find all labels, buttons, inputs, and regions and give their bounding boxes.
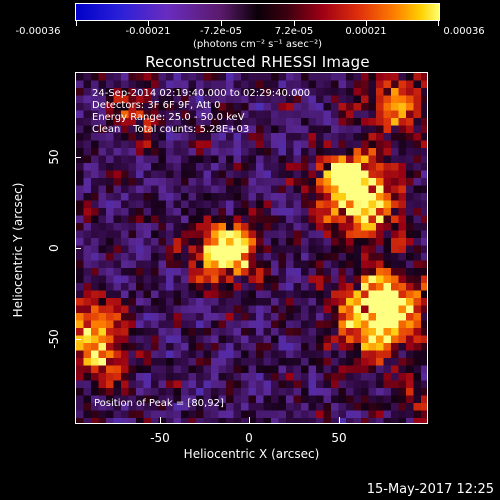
time-range: 24-Sep-2014 02:19:40.000 to 02:29:40.000 [92,88,311,99]
x-tick-label: 0 [245,431,253,445]
y-tick-label: -50 [47,329,61,349]
colorbar-tick [438,21,439,26]
detectors: Detectors: 3F 6F 9F, Att 0 [92,100,221,111]
colorbar-tick [76,21,77,26]
colorbar-tick-label: 7.2e-05 [274,26,314,37]
x-tick-label: -50 [150,431,170,445]
colorbar-tick [148,21,149,26]
y-tick [75,339,81,340]
colorbar-units: (photons cm⁻² s⁻¹ asec⁻²) [192,39,323,50]
peak-position: Position of Peak = [80,92] [94,398,224,409]
image-plot [75,72,428,424]
clean-total-counts: Clean Total counts: 5.28E+03 [92,124,250,135]
colorbar-tick [221,21,222,26]
y-tick [75,248,81,249]
y-axis-label: Heliocentric Y (arcsec) [11,182,25,318]
colorbar-tick-label: 0.00036 [443,26,485,37]
timestamp: 15-May-2017 12:25 [366,482,494,497]
observation-info: 24-Sep-2014 02:19:40.000 to 02:29:40.000… [92,88,310,136]
x-tick [160,417,161,423]
y-tick-label: 0 [47,244,61,252]
energy-range: Energy Range: 25.0 - 50.0 keV [92,112,245,123]
colorbar [75,3,440,21]
x-tick [249,417,250,423]
colorbar-tick [294,21,295,26]
image-title: Reconstructed RHESSI Image [145,53,370,71]
colorbar-tick-label: -7.2e-05 [200,26,242,37]
y-tick-label: 50 [47,149,61,165]
reconstructed-image [76,73,427,423]
x-axis-label: Heliocentric X (arcsec) [183,447,320,461]
x-tick [339,417,340,423]
y-tick [75,157,81,158]
colorbar-tick [366,21,367,26]
colorbar-tick-label: 0.00021 [345,26,387,37]
colorbar-tick-label: -0.00036 [15,26,61,37]
colorbar-tick-label: -0.00021 [125,26,171,37]
x-tick-label: 50 [331,431,347,445]
